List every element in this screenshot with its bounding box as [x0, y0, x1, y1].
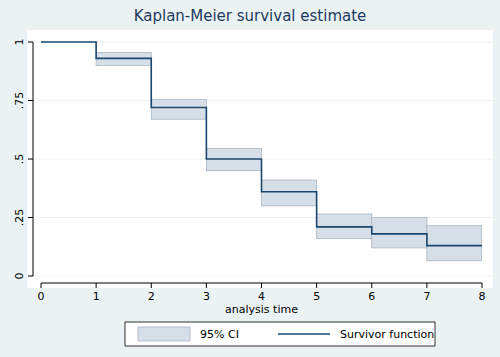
x-tick-label: 6 [368, 290, 375, 303]
x-tick [41, 283, 42, 288]
x-tick-label: 8 [479, 290, 486, 303]
ci-band [427, 226, 482, 261]
x-tick [482, 283, 483, 288]
legend-label: Survivor function [340, 328, 434, 341]
title: Kaplan-Meier survival estimate [134, 7, 367, 25]
x-tick-label: 3 [203, 290, 210, 303]
grid-line [27, 276, 493, 277]
ci-band [262, 180, 317, 206]
y-tick [28, 42, 33, 43]
legend-box [125, 322, 435, 346]
x-tick-label: 0 [38, 290, 45, 303]
y-tick-label: .75 [13, 92, 26, 110]
y-tick-label: .5 [13, 154, 26, 165]
x-tick-label: 4 [258, 290, 265, 303]
x-axis [41, 283, 482, 284]
y-tick [28, 276, 33, 277]
y-tick-label: 1 [13, 39, 26, 46]
x-tick [151, 283, 152, 288]
y-tick [28, 217, 33, 218]
legend-swatch [278, 333, 330, 335]
x-tick [96, 283, 97, 288]
ci-band [372, 218, 427, 248]
grid-line [27, 100, 493, 101]
survivor-line [41, 42, 482, 246]
x-tick [426, 283, 427, 288]
legend-swatch [138, 327, 190, 341]
x-tick-label: 7 [423, 290, 430, 303]
plot-region [27, 30, 493, 288]
x-tick [261, 283, 262, 288]
x-tick-label: 5 [313, 290, 320, 303]
y-axis [33, 42, 34, 276]
ci-band [151, 99, 206, 119]
x-tick [316, 283, 317, 288]
chart: Kaplan-Meier survival estimate 0 .25 .5 .75 1… [0, 0, 500, 357]
y-tick-label: 0 [13, 273, 26, 280]
x-axis-label: analysis time [225, 303, 298, 316]
legend-label: 95% CI [200, 328, 239, 341]
y-tick-label: .25 [13, 209, 26, 227]
x-tick [206, 283, 207, 288]
x-tick [371, 283, 372, 288]
y-tick [28, 159, 33, 160]
legend: 95% CI Survivor function [125, 322, 435, 346]
ci-band-end [482, 226, 483, 261]
x-tick-label: 1 [93, 290, 100, 303]
y-tick [28, 100, 33, 101]
marks [41, 42, 482, 261]
background [0, 0, 500, 357]
x-tick-label: 2 [148, 290, 155, 303]
